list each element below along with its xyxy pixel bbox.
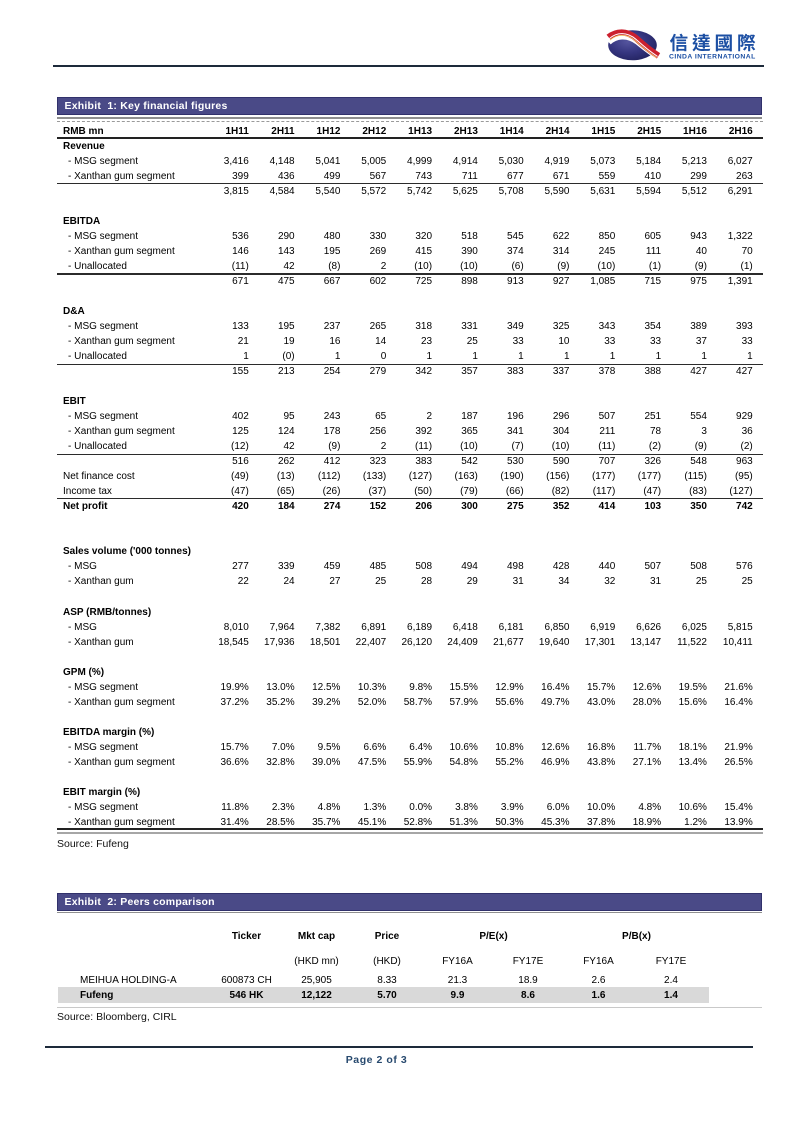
svg-text:CINDA INTERNATIONAL: CINDA INTERNATIONAL	[669, 53, 756, 60]
